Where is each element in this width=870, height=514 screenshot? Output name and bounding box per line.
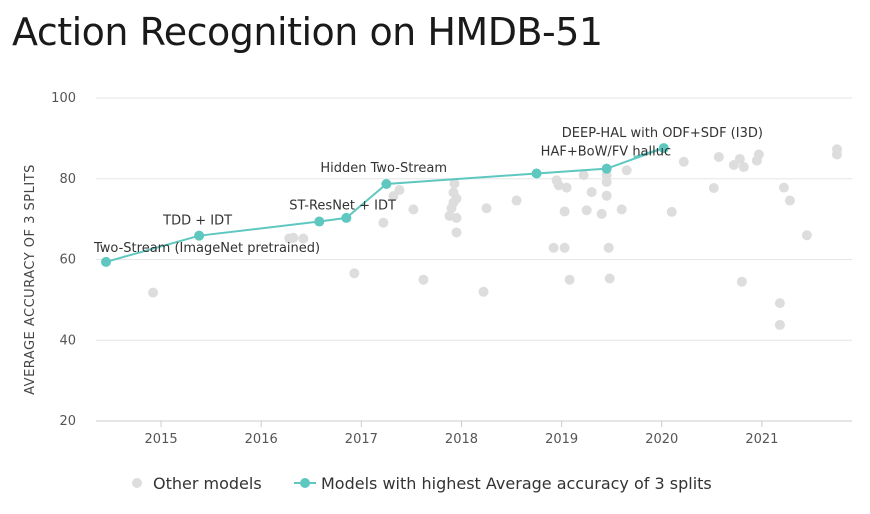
other-model-point[interactable] [581,205,592,216]
x-tick-label: 2020 [645,432,678,447]
legend-sota-marker [300,478,310,488]
other-model-point[interactable] [831,149,842,160]
y-tick-label: 20 [59,414,76,429]
other-model-point[interactable] [298,233,309,244]
other-model-point[interactable] [451,212,462,223]
other-model-point[interactable] [621,165,632,176]
other-model-point[interactable] [604,273,615,284]
sota-model-point[interactable] [601,163,612,174]
chart-title: Action Recognition on HMDB-51 [12,10,603,54]
model-annotation: HAF+BoW/FV halluc [541,145,671,160]
y-axis-label: AVERAGE ACCURACY OF 3 SPLITS [23,164,38,395]
other-model-point[interactable] [753,149,764,160]
other-model-point[interactable] [616,204,627,215]
other-model-point[interactable] [801,230,812,241]
other-model-point[interactable] [713,151,724,162]
other-models-series [148,144,842,330]
other-model-point[interactable] [734,153,745,164]
other-model-point[interactable] [481,203,492,214]
x-tick-label: 2016 [245,432,278,447]
other-model-point[interactable] [736,276,747,287]
other-model-point[interactable] [408,204,419,215]
other-model-point[interactable] [449,178,460,189]
gridlines [96,97,852,422]
legend-other-marker [132,478,142,488]
legend-sota-label[interactable]: Models with highest Average accuracy of … [321,474,712,493]
sota-model-point[interactable] [531,168,542,179]
other-model-point[interactable] [784,195,795,206]
other-model-point[interactable] [394,185,405,196]
other-model-point[interactable] [578,170,589,181]
other-model-point[interactable] [601,176,612,187]
legend[interactable]: Other models Models with highest Average … [132,474,712,493]
model-annotation: ST-ResNet + IDT [289,199,396,214]
other-model-point[interactable] [708,183,719,194]
sota-model-point[interactable] [381,178,392,189]
legend-other-label[interactable]: Other models [153,474,262,493]
other-model-point[interactable] [559,242,570,253]
other-model-point[interactable] [511,195,522,206]
other-model-point[interactable] [148,287,159,298]
y-tick-label: 100 [51,91,76,106]
other-model-point[interactable] [601,190,612,201]
other-model-point[interactable] [738,162,749,173]
x-tick-label: 2017 [345,432,378,447]
other-model-point[interactable] [774,319,785,330]
model-annotation: TDD + IDT [162,214,232,229]
sota-model-point[interactable] [341,212,352,223]
other-model-point[interactable] [451,227,462,238]
other-model-point[interactable] [349,268,360,279]
x-tick-label: 2015 [145,432,178,447]
sota-model-point[interactable] [658,143,669,154]
other-model-point[interactable] [561,182,572,193]
x-tick-label: 2018 [445,432,478,447]
axes: 20 40 60 80 100 2015 2016 2017 2018 2019 2020 2021 A… [23,91,778,447]
other-model-point[interactable] [774,298,785,309]
sota-model-point[interactable] [194,230,205,241]
other-model-point[interactable] [678,156,689,167]
other-model-point[interactable] [559,206,570,217]
other-model-point[interactable] [596,208,607,219]
other-model-point[interactable] [586,187,597,198]
sota-series [101,143,669,267]
other-model-point[interactable] [564,274,575,285]
other-model-point[interactable] [603,242,614,253]
y-tick-label: 60 [59,253,76,268]
other-model-point[interactable] [778,182,789,193]
sota-model-point[interactable] [101,256,112,267]
other-model-point[interactable] [418,274,429,285]
other-model-point[interactable] [553,180,564,191]
x-tick-label: 2021 [745,432,778,447]
x-tick-label: 2019 [545,432,578,447]
annotations: Two-Stream (ImageNet pretrained) TDD + ID… [93,126,763,256]
other-model-point[interactable] [288,232,299,243]
other-model-point[interactable] [666,206,677,217]
other-model-point[interactable] [378,217,389,228]
sota-model-point[interactable] [314,216,325,227]
model-annotation: Hidden Two-Stream [320,161,447,176]
other-model-point[interactable] [451,193,462,204]
other-model-point[interactable] [478,286,489,297]
y-tick-label: 80 [59,172,76,187]
other-model-point[interactable] [548,242,559,253]
model-annotation: DEEP-HAL with ODF+SDF (I3D) [562,126,763,141]
y-tick-label: 40 [59,333,76,348]
model-annotation: Two-Stream (ImageNet pretrained) [93,241,320,256]
